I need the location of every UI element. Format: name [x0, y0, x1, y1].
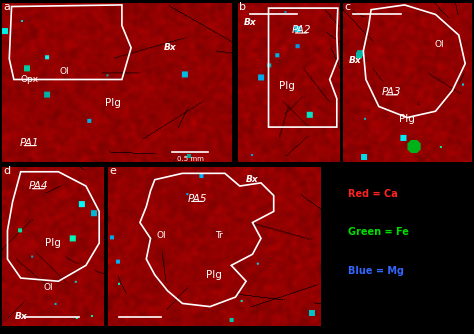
Text: Bx: Bx	[164, 43, 176, 52]
Text: PA2: PA2	[292, 25, 311, 35]
Text: e: e	[109, 166, 117, 176]
Text: Ol: Ol	[156, 231, 166, 240]
Text: Bx: Bx	[246, 175, 259, 184]
Text: Red = Ca: Red = Ca	[348, 189, 398, 199]
Text: Plg: Plg	[46, 238, 61, 248]
Text: PA4: PA4	[28, 181, 48, 191]
Text: Ol: Ol	[60, 67, 69, 76]
Text: b: b	[239, 2, 246, 12]
Text: Bx: Bx	[349, 56, 362, 65]
Text: Bx: Bx	[14, 312, 27, 321]
Text: Plg: Plg	[206, 270, 222, 280]
Text: Bx: Bx	[244, 18, 256, 27]
Text: Plg: Plg	[399, 114, 415, 124]
Text: PA1: PA1	[20, 138, 40, 148]
Text: Ol: Ol	[435, 40, 444, 49]
Text: Opx: Opx	[21, 75, 39, 84]
Text: d: d	[4, 166, 11, 176]
Text: Ol: Ol	[44, 283, 53, 292]
Text: Plg: Plg	[279, 81, 295, 91]
Text: Green = Fe: Green = Fe	[348, 227, 409, 237]
Text: PA3: PA3	[382, 87, 401, 97]
Text: 0.5 mm: 0.5 mm	[177, 156, 204, 162]
Text: a: a	[4, 2, 11, 12]
Text: Blue = Mg: Blue = Mg	[348, 266, 404, 276]
Text: PA5: PA5	[188, 194, 207, 204]
Text: c: c	[344, 2, 350, 12]
Text: Plg: Plg	[105, 98, 121, 108]
Text: Tr: Tr	[215, 231, 222, 240]
